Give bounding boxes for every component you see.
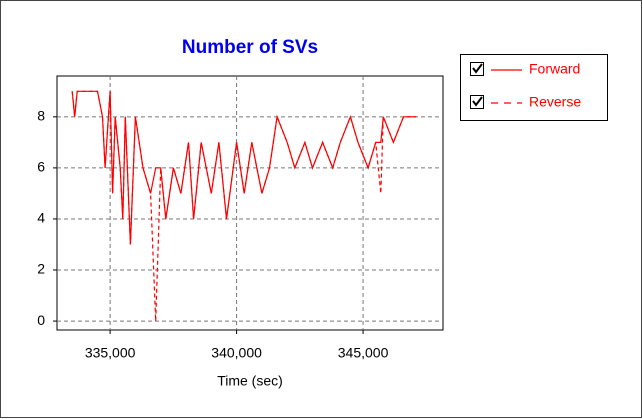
- chart-title: Number of SVs: [182, 37, 318, 58]
- legend-item[interactable]: Reverse: [470, 94, 582, 110]
- legend: [460, 54, 608, 121]
- y-tick-label: 8: [37, 108, 45, 124]
- x-axis-label: Time (sec): [217, 373, 283, 389]
- plot-area: [56, 75, 444, 331]
- series-line: [71, 90, 417, 322]
- y-tick-label: 6: [37, 159, 45, 175]
- y-tick-label: 4: [37, 210, 45, 226]
- x-tick-label: 335,000: [85, 345, 136, 361]
- legend-item[interactable]: Forward: [470, 61, 581, 77]
- check-mark: [472, 96, 483, 107]
- x-tick-label: 345,000: [338, 345, 389, 361]
- check-mark: [472, 63, 483, 74]
- legend-label: Forward: [529, 61, 580, 77]
- x-tick-label: 340,000: [211, 345, 262, 361]
- legend-label: Reverse: [529, 94, 581, 110]
- y-tick-label: 2: [37, 261, 45, 277]
- y-tick-label: 0: [37, 312, 45, 328]
